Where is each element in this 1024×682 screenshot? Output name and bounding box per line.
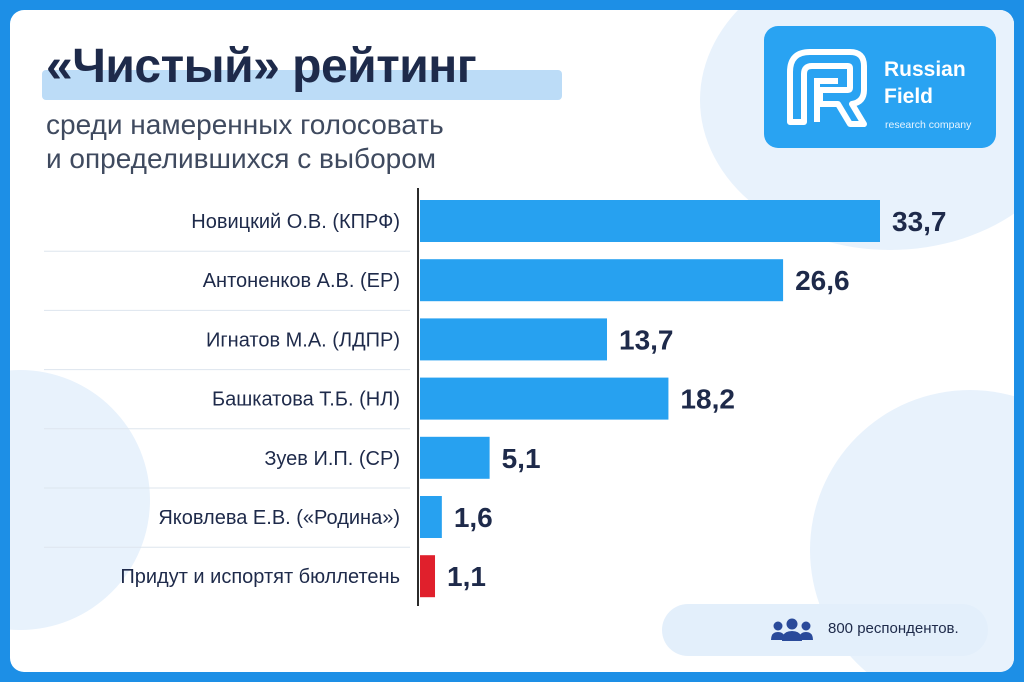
value-label: 1,1 xyxy=(447,561,486,592)
category-label: Башкатова Т.Б. (НЛ) xyxy=(212,389,400,411)
value-label: 1,6 xyxy=(454,502,493,533)
respondents-badge: 800 респондентов. xyxy=(662,604,988,656)
page-title: «Чистый» рейтинг xyxy=(46,40,477,93)
category-label: Игнатов М.А. (ЛДПР) xyxy=(206,329,400,351)
bar-chart: Новицкий О.В. (КПРФ) 33,7 Антоненков А.В. … xyxy=(44,188,947,606)
title-highlight xyxy=(42,70,562,100)
subtitle-line-2: и определившихся с выбором xyxy=(46,143,437,174)
people-icon xyxy=(771,618,813,641)
subtitle-line-1: среди намеренных голосовать xyxy=(46,109,444,140)
bar xyxy=(420,259,784,302)
bar xyxy=(420,496,442,538)
logo-name-line-2: Field xyxy=(884,85,934,108)
value-label: 33,7 xyxy=(892,206,947,237)
logo-name-line-1: Russian xyxy=(884,58,966,81)
bar xyxy=(420,555,436,598)
category-label: Яковлева Е.В. («Родина») xyxy=(158,507,400,529)
value-label: 5,1 xyxy=(502,443,541,474)
infographic-card: «Чистый» рейтинг среди намеренных голосо… xyxy=(10,10,1014,672)
brand-logo: Russian Field research company xyxy=(764,26,996,148)
bar xyxy=(420,436,490,479)
logo-tagline: research company xyxy=(885,119,972,131)
category-label: Антоненков А.В. (ЕР) xyxy=(203,270,400,292)
rf-logo-icon xyxy=(787,49,867,127)
category-label: Придут и испортят бюллетень xyxy=(120,566,400,588)
page-subtitle: среди намеренных голосовать и определивш… xyxy=(46,108,606,176)
value-label: 26,6 xyxy=(795,265,850,296)
logo-name: Russian Field xyxy=(884,56,994,110)
value-label: 13,7 xyxy=(619,324,674,355)
category-label: Зуев И.П. (СР) xyxy=(264,448,400,470)
bar xyxy=(420,377,669,420)
bar xyxy=(420,200,880,242)
bar xyxy=(420,318,608,361)
value-label: 18,2 xyxy=(680,384,735,415)
category-label: Новицкий О.В. (КПРФ) xyxy=(191,211,400,233)
respondents-count: 800 респондентов. xyxy=(828,620,959,637)
